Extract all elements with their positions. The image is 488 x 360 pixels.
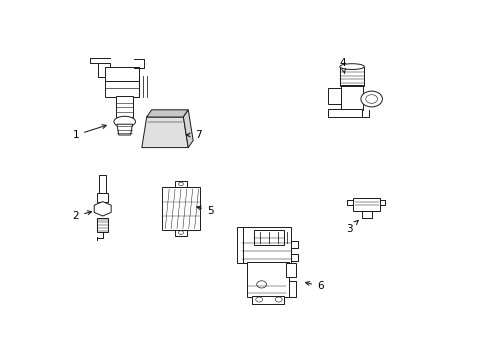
Bar xyxy=(162,187,199,230)
Bar xyxy=(341,85,362,110)
Bar xyxy=(97,218,108,232)
Bar xyxy=(246,262,288,297)
Bar xyxy=(254,230,283,245)
Bar xyxy=(352,198,379,211)
Polygon shape xyxy=(94,202,111,216)
Polygon shape xyxy=(142,117,188,148)
Circle shape xyxy=(255,297,262,302)
Circle shape xyxy=(275,297,282,302)
Text: 6: 6 xyxy=(305,281,323,291)
Polygon shape xyxy=(117,124,132,135)
Bar xyxy=(327,88,341,104)
Bar xyxy=(97,193,108,202)
Circle shape xyxy=(178,182,183,186)
Bar xyxy=(105,67,139,81)
Polygon shape xyxy=(146,110,188,117)
Text: 5: 5 xyxy=(197,206,213,216)
Bar xyxy=(175,229,186,236)
Text: 4: 4 xyxy=(338,58,345,73)
Text: 1: 1 xyxy=(72,125,106,140)
Bar xyxy=(175,181,186,187)
Polygon shape xyxy=(183,110,193,148)
FancyBboxPatch shape xyxy=(98,63,110,77)
Bar xyxy=(99,175,106,194)
Text: 2: 2 xyxy=(72,211,91,221)
Ellipse shape xyxy=(339,64,364,69)
Circle shape xyxy=(178,231,183,234)
Bar xyxy=(237,227,243,263)
Ellipse shape xyxy=(114,116,135,127)
Bar xyxy=(105,76,139,97)
Bar xyxy=(242,227,290,263)
Bar xyxy=(116,96,133,117)
Text: 3: 3 xyxy=(346,220,357,234)
Circle shape xyxy=(256,281,266,288)
Circle shape xyxy=(360,91,382,107)
Bar xyxy=(251,296,283,304)
Bar xyxy=(339,67,364,86)
Bar xyxy=(327,109,361,117)
Circle shape xyxy=(365,95,377,103)
Bar xyxy=(285,263,295,277)
Text: 7: 7 xyxy=(186,130,201,140)
